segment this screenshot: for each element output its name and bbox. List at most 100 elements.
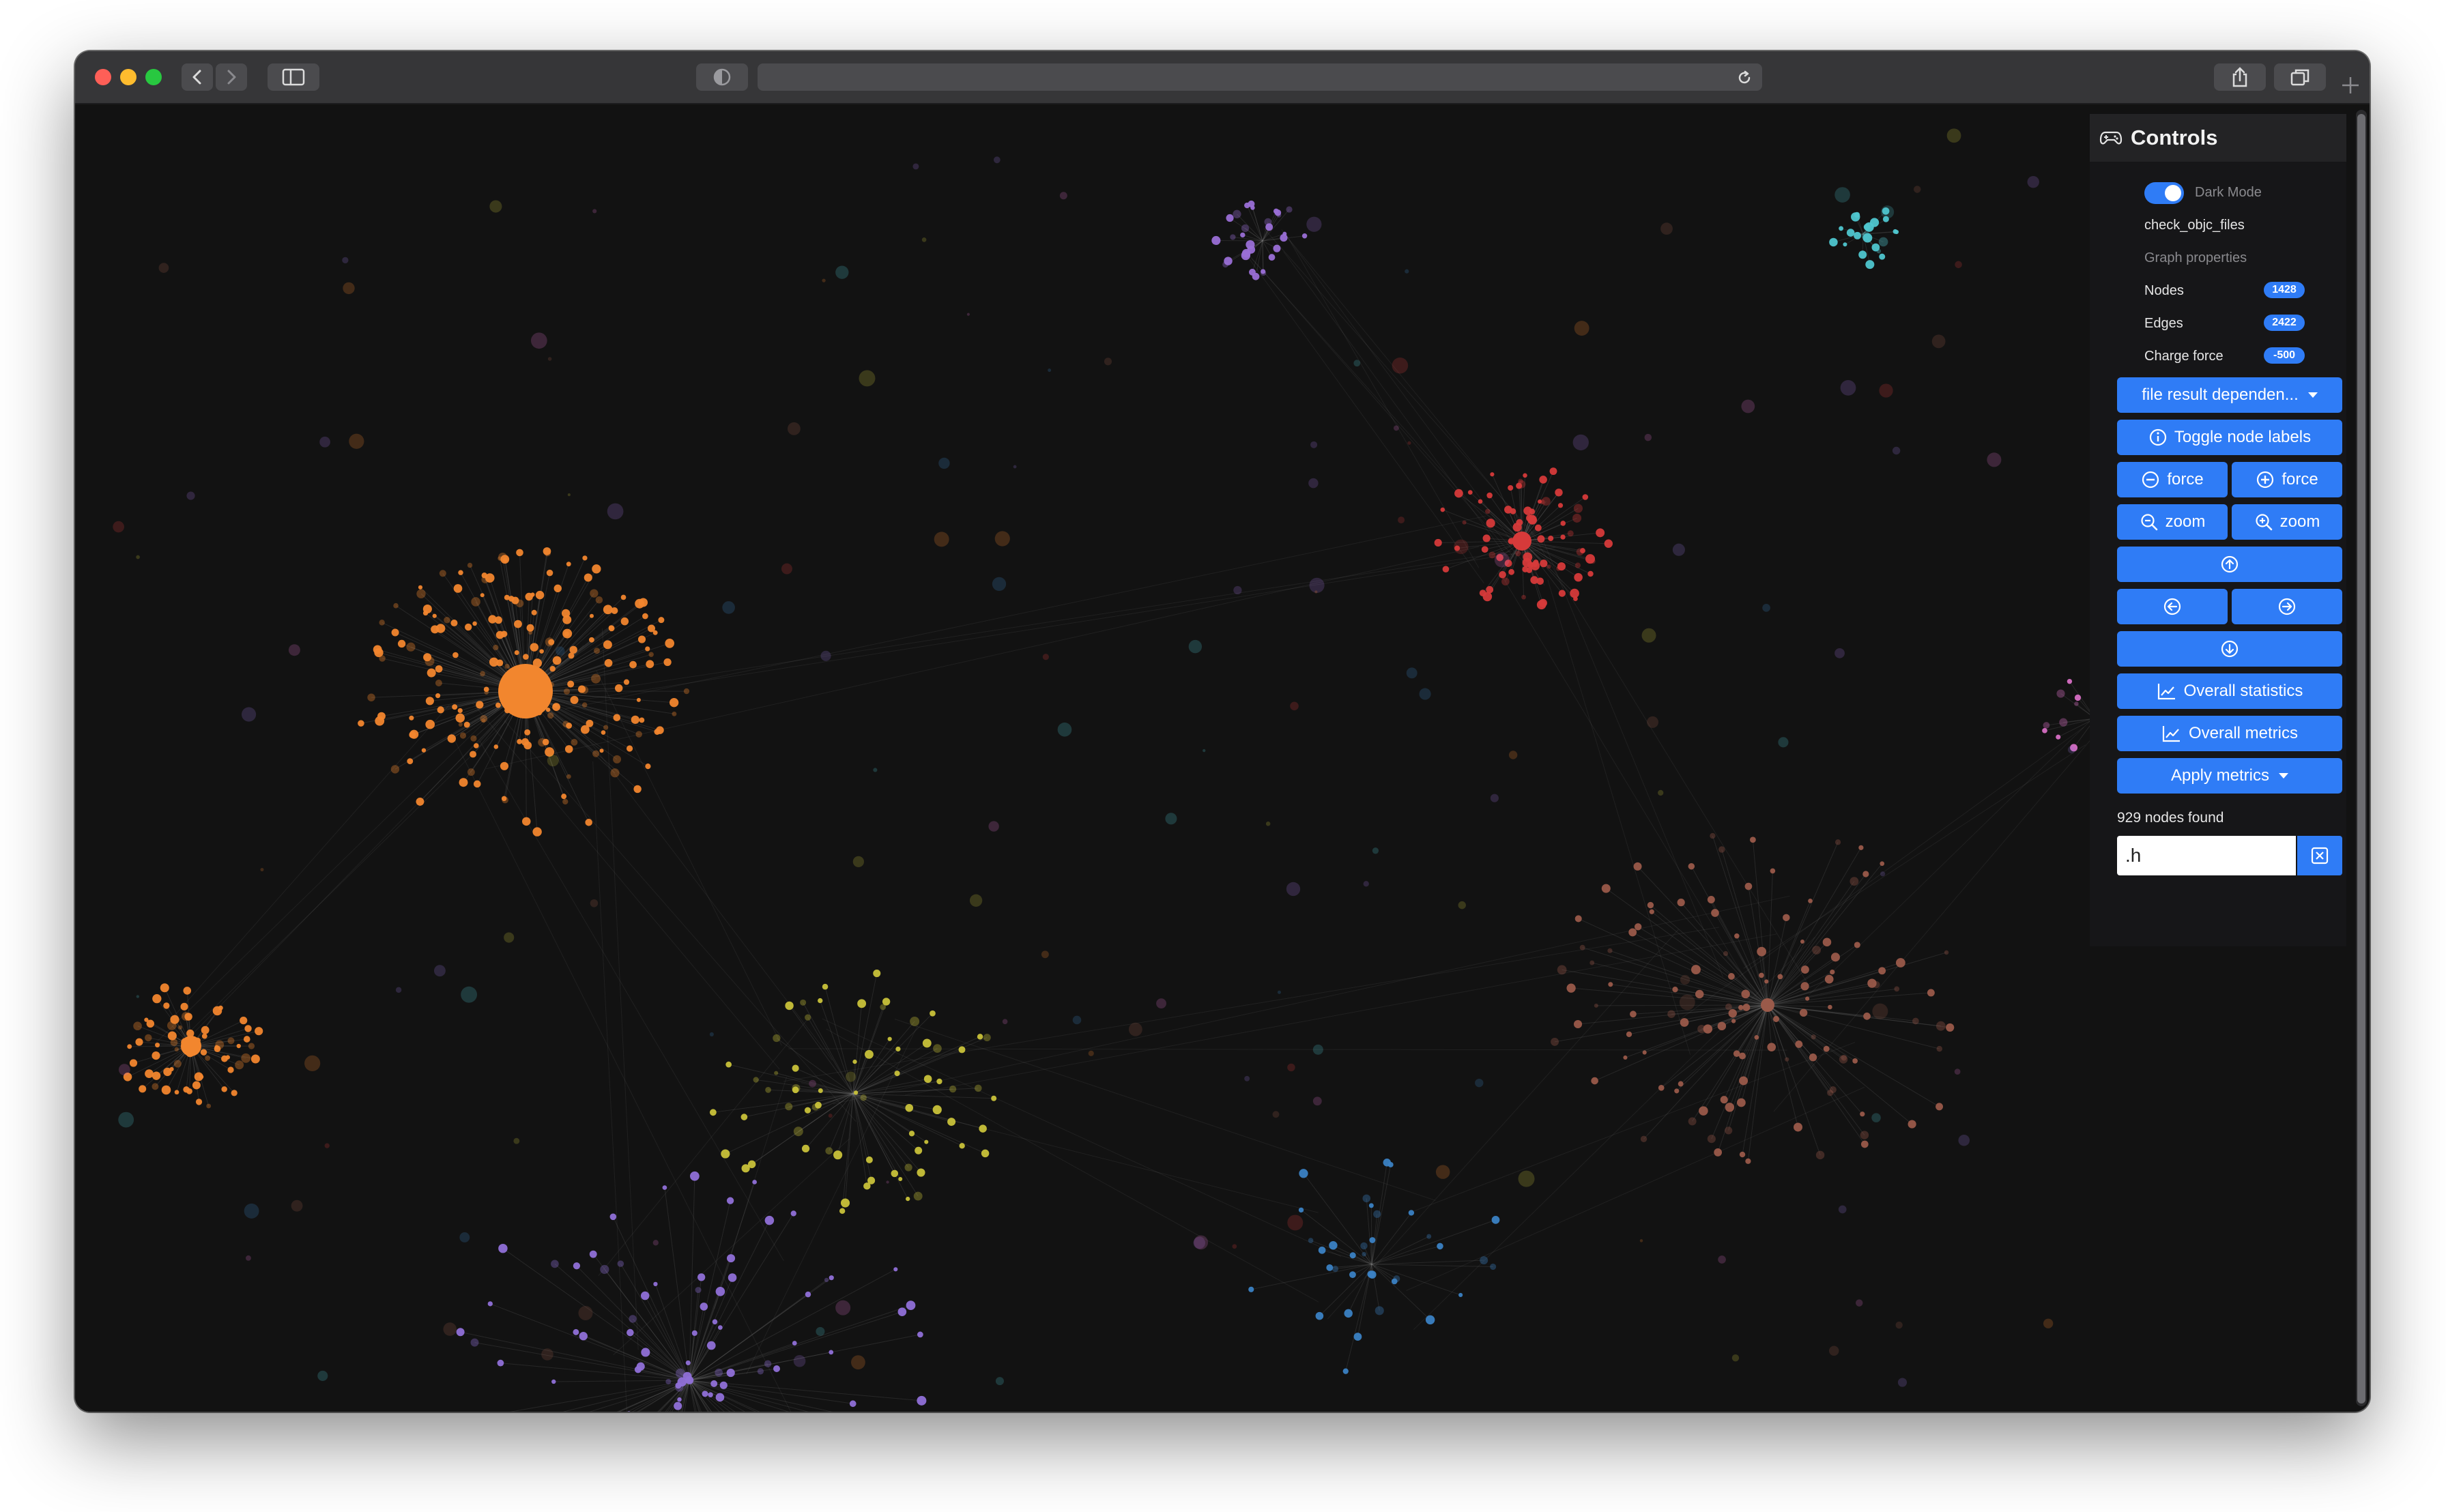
graph-node[interactable] (1764, 979, 1769, 984)
address-bar[interactable] (758, 63, 1762, 91)
graph-node[interactable] (1362, 1251, 1366, 1257)
graph-node[interactable] (1203, 748, 1206, 753)
graph-node[interactable] (726, 1368, 735, 1378)
graph-node[interactable] (1405, 269, 1409, 274)
graph-node[interactable] (852, 1059, 857, 1064)
graph-node[interactable] (1858, 845, 1864, 850)
graph-node[interactable] (1591, 1077, 1598, 1085)
graph-node[interactable] (728, 1273, 737, 1282)
graph-node[interactable] (623, 679, 630, 685)
graph-node[interactable] (873, 768, 878, 772)
graph-node[interactable] (1647, 716, 1659, 728)
graph-node[interactable] (1936, 1103, 1943, 1111)
graph-node[interactable] (542, 738, 549, 746)
graph-node[interactable] (1908, 1120, 1916, 1129)
graph-node[interactable] (818, 998, 823, 1004)
graph-node[interactable] (1882, 207, 1890, 215)
graph-node[interactable] (1241, 224, 1250, 233)
graph-node[interactable] (589, 1250, 597, 1258)
zoom-window-button[interactable] (145, 69, 162, 85)
graph-node[interactable] (689, 1171, 700, 1181)
graph-node[interactable] (349, 433, 364, 449)
graph-node[interactable] (804, 1107, 811, 1114)
graph-node[interactable] (781, 563, 792, 575)
graph-node[interactable] (774, 1071, 779, 1075)
graph-node[interactable] (155, 1043, 160, 1048)
graph-node[interactable] (1372, 847, 1379, 854)
graph-node[interactable] (425, 719, 435, 729)
graph-node[interactable] (1541, 497, 1551, 506)
minimize-window-button[interactable] (120, 69, 136, 85)
graph-node[interactable] (459, 1232, 470, 1242)
graph-node[interactable] (133, 1021, 142, 1031)
graph-node[interactable] (1587, 570, 1594, 577)
graph-node[interactable] (1309, 577, 1325, 593)
graph-node[interactable] (1252, 272, 1260, 280)
graph-node[interactable] (1332, 1265, 1339, 1273)
node-search-input[interactable] (2117, 836, 2296, 875)
graph-node[interactable] (535, 590, 545, 600)
graph-node[interactable] (1672, 987, 1678, 993)
graph-node[interactable] (595, 596, 603, 604)
graph-node[interactable] (1353, 1333, 1362, 1341)
graph-node[interactable] (416, 797, 425, 806)
graph-node[interactable] (631, 715, 639, 724)
graph-node[interactable] (1879, 253, 1886, 260)
graph-node[interactable] (1156, 998, 1166, 1009)
graph-node[interactable] (566, 723, 573, 729)
graph-node[interactable] (1800, 982, 1809, 991)
graph-node[interactable] (983, 1034, 991, 1042)
graph-node[interactable] (397, 639, 406, 648)
graph-node[interactable] (1567, 530, 1574, 537)
graph-node[interactable] (860, 1094, 867, 1101)
graph-node[interactable] (489, 200, 502, 213)
graph-node[interactable] (934, 532, 949, 547)
graph-node[interactable] (921, 237, 927, 242)
graph-node[interactable] (1860, 1140, 1869, 1148)
graph-node[interactable] (1762, 603, 1770, 612)
graph-node[interactable] (592, 564, 601, 574)
graph-node[interactable] (393, 602, 399, 609)
graph-node[interactable] (221, 1086, 227, 1092)
graph-node[interactable] (1604, 539, 1613, 548)
graph-node[interactable] (642, 613, 648, 620)
graph-node[interactable] (464, 623, 472, 631)
graph-node[interactable] (1596, 528, 1605, 538)
graph-node[interactable] (231, 1090, 238, 1096)
graph-node[interactable] (358, 720, 364, 727)
graph-node[interactable] (1286, 882, 1301, 897)
graph-node[interactable] (805, 1291, 811, 1298)
graph-node[interactable] (1042, 654, 1049, 660)
graph-node[interactable] (567, 493, 571, 497)
graph-node[interactable] (1839, 226, 1844, 231)
graph-node[interactable] (1718, 846, 1725, 853)
graph-node[interactable] (633, 785, 642, 794)
graph-node[interactable] (194, 1072, 203, 1081)
zoom-out-button[interactable]: zoom (2117, 504, 2228, 540)
graph-node[interactable] (541, 1348, 553, 1361)
graph-node[interactable] (1280, 234, 1288, 242)
graph-node[interactable] (1368, 1270, 1377, 1279)
graph-node[interactable] (455, 713, 465, 723)
graph-node[interactable] (816, 1326, 825, 1336)
graph-node[interactable] (1516, 519, 1523, 526)
graph-node[interactable] (1435, 1165, 1450, 1179)
graph-node[interactable] (1777, 974, 1783, 980)
graph-node[interactable] (139, 1085, 147, 1093)
graph-node[interactable] (1282, 231, 1287, 236)
graph-node[interactable] (1526, 567, 1533, 573)
graph-node[interactable] (1274, 209, 1282, 216)
graph-node[interactable] (1799, 1008, 1808, 1017)
graph-node[interactable] (1515, 551, 1521, 557)
graph-node[interactable] (636, 697, 641, 702)
graph-node[interactable] (1504, 506, 1512, 514)
graph-node[interactable] (1761, 998, 1774, 1012)
graph-node[interactable] (1494, 552, 1510, 568)
graph-node[interactable] (113, 521, 124, 533)
graph-node[interactable] (851, 1355, 865, 1370)
graph-node[interactable] (1772, 1015, 1780, 1022)
graph-node[interactable] (1458, 1292, 1463, 1298)
graph-node[interactable] (1188, 639, 1203, 654)
graph-node[interactable] (604, 658, 613, 667)
graph-node[interactable] (1725, 1126, 1733, 1135)
